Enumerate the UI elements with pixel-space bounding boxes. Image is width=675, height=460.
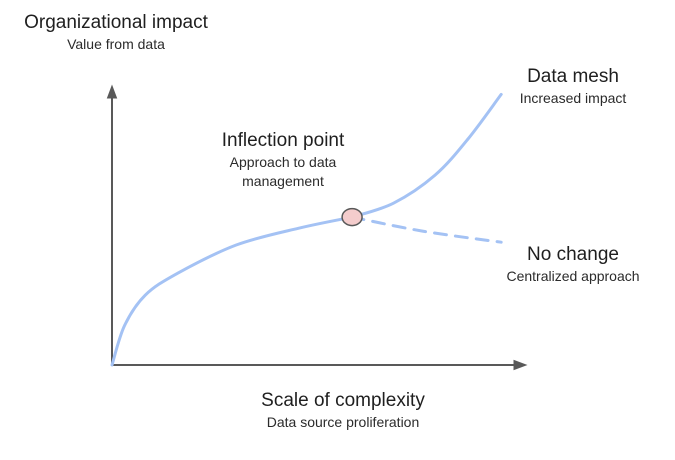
y-axis-subtitle: Value from data — [67, 36, 165, 52]
y-axis-label-block: Organizational impact Value from data — [8, 10, 224, 54]
no-change-annotation: No change Centralized approach — [482, 242, 664, 286]
inflection-annotation: Inflection point Approach to data manage… — [183, 128, 383, 191]
y-axis-title: Organizational impact — [24, 12, 208, 33]
curve-shared — [110, 215, 354, 367]
no-change-title: No change — [527, 244, 619, 265]
curve-data-mesh — [350, 92, 503, 219]
inflection-dot — [341, 207, 363, 227]
inflection-subtitle-line-1: Approach to data — [229, 154, 337, 170]
no-change-subtitle: Centralized approach — [506, 268, 640, 284]
x-axis-label-block: Scale of complexity Data source prolifer… — [190, 388, 496, 432]
inflection-subtitle-line-2: management — [242, 173, 324, 189]
x-axis-subtitle: Data source proliferation — [266, 414, 420, 430]
curve-no-change — [350, 215, 503, 244]
x-axis-title: Scale of complexity — [261, 390, 425, 411]
data-mesh-title: Data mesh — [527, 66, 619, 87]
data-mesh-subtitle: Increased impact — [519, 90, 627, 106]
data-mesh-annotation: Data mesh Increased impact — [482, 64, 664, 108]
inflection-title: Inflection point — [221, 130, 345, 151]
